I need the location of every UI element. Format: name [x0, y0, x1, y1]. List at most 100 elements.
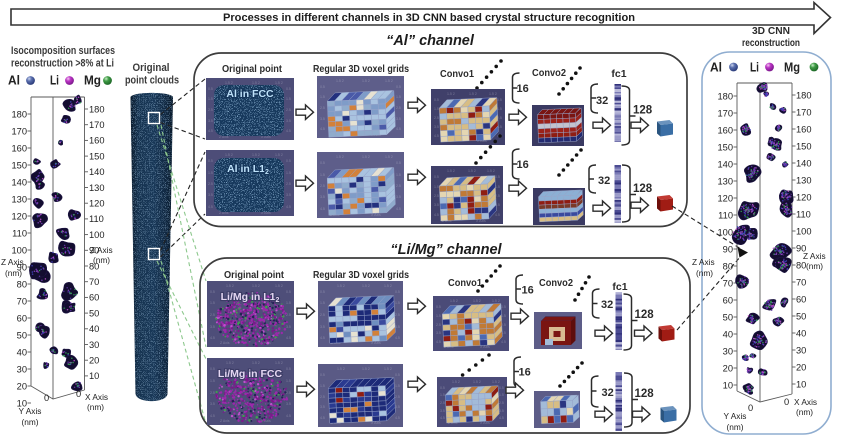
svg-text:2.5: 2.5 [286, 313, 291, 317]
svg-text:1.5 2: 1.5 2 [492, 299, 500, 303]
svg-text:3.5: 3.5 [208, 193, 213, 197]
svg-text:“Li/Mg” channel: “Li/Mg” channel [390, 242, 502, 258]
svg-text:1.5: 1.5 [208, 171, 213, 175]
svg-text:130: 130 [11, 194, 27, 204]
svg-text:3.5: 3.5 [396, 117, 401, 121]
svg-text:1.5 2: 1.5 2 [362, 367, 370, 371]
svg-text:0.5: 0.5 [320, 373, 325, 377]
svg-text:4.5: 4.5 [320, 127, 325, 131]
svg-text:128: 128 [633, 105, 653, 117]
svg-text:0.5: 0.5 [434, 175, 439, 179]
svg-text:3.5: 3.5 [497, 125, 502, 129]
svg-text:fc1: fc1 [612, 281, 627, 293]
svg-text:10: 10 [723, 380, 733, 390]
svg-text:3.5: 3.5 [499, 409, 504, 413]
svg-text:3.5: 3.5 [286, 402, 291, 406]
svg-text:130: 130 [89, 183, 105, 193]
svg-text:2.5: 2.5 [495, 194, 500, 198]
svg-text:180: 180 [89, 104, 105, 114]
svg-text:Convo1: Convo1 [448, 277, 482, 289]
svg-text:1.5 2: 1.5 2 [336, 155, 344, 159]
svg-text:4.5: 4.5 [501, 340, 506, 344]
svg-text:128: 128 [635, 309, 655, 321]
svg-text:0.5: 0.5 [396, 85, 401, 89]
svg-text:Mg: Mg [784, 61, 800, 75]
svg-text:3.5: 3.5 [286, 325, 291, 329]
svg-text:100: 100 [717, 227, 733, 237]
svg-text:60: 60 [723, 295, 733, 305]
svg-text:3.5: 3.5 [434, 203, 439, 207]
svg-text:140: 140 [717, 159, 733, 169]
svg-text:fc1: fc1 [611, 68, 626, 80]
svg-text:4.5: 4.5 [436, 340, 441, 344]
svg-text:4.5: 4.5 [434, 213, 439, 217]
svg-text:X Axis: X Axis [476, 219, 486, 223]
svg-text:40: 40 [17, 347, 27, 357]
svg-text:20: 20 [723, 363, 733, 373]
svg-text:1.5 2: 1.5 2 [385, 79, 393, 83]
svg-text:Mg: Mg [84, 74, 101, 88]
svg-text:reconstruction: reconstruction [742, 38, 800, 49]
svg-text:4.5: 4.5 [320, 416, 325, 420]
svg-text:Z Axis: Z Axis [220, 341, 230, 345]
svg-text:20: 20 [89, 356, 99, 366]
svg-text:2.5: 2.5 [208, 108, 213, 112]
svg-text:110: 110 [796, 209, 811, 219]
svg-text:140: 140 [89, 167, 105, 177]
svg-text:4.5: 4.5 [434, 134, 439, 138]
svg-text:“Al” channel: “Al” channel [386, 33, 475, 49]
svg-text:Y Axis: Y Axis [19, 406, 42, 416]
svg-text:X Axis: X Axis [261, 135, 271, 139]
svg-text:3D CNN: 3D CNN [752, 26, 790, 37]
svg-text:3.5: 3.5 [495, 203, 500, 207]
svg-text:1.5 2: 1.5 2 [473, 299, 481, 303]
svg-text:90: 90 [796, 243, 806, 253]
svg-text:150: 150 [89, 151, 105, 161]
svg-text:0.5: 0.5 [320, 85, 325, 89]
svg-text:50: 50 [89, 308, 99, 318]
svg-text:1.5 2: 1.5 2 [275, 284, 283, 288]
svg-text:X Axis: X Axis [261, 211, 271, 215]
svg-text:1.5 2: 1.5 2 [362, 155, 370, 159]
svg-text:0.5: 0.5 [320, 290, 325, 294]
svg-text:160: 160 [796, 124, 812, 134]
svg-text:2.5: 2.5 [320, 395, 325, 399]
svg-text:1.5 2: 1.5 2 [275, 81, 283, 85]
svg-text:2.5: 2.5 [396, 106, 401, 110]
svg-text:(nm): (nm) [87, 402, 104, 412]
svg-text:120: 120 [11, 211, 27, 221]
svg-text:110: 110 [718, 210, 733, 220]
svg-text:Original point: Original point [222, 63, 282, 75]
svg-text:X Axis: X Axis [85, 392, 108, 402]
svg-text:1.5: 1.5 [320, 301, 325, 305]
svg-text:Z Axis: Z Axis [1, 257, 24, 267]
svg-text:1.5: 1.5 [396, 173, 401, 177]
svg-text:1.5: 1.5 [320, 384, 325, 388]
svg-text:3.5: 3.5 [395, 405, 400, 409]
svg-text:Al: Al [710, 61, 722, 75]
svg-text:Isocomposition surfaces: Isocomposition surfaces [11, 45, 115, 57]
svg-text:1.5: 1.5 [436, 314, 441, 318]
svg-text:80: 80 [17, 279, 27, 289]
svg-text:4.5: 4.5 [320, 336, 325, 340]
svg-text:120: 120 [796, 192, 812, 202]
svg-text:1.5 2: 1.5 2 [385, 155, 393, 159]
svg-text:32: 32 [601, 299, 613, 311]
svg-text:90: 90 [89, 246, 99, 256]
svg-text:1.5: 1.5 [396, 95, 401, 99]
svg-text:Li/Mg in FCC: Li/Mg in FCC [218, 368, 283, 380]
svg-text:0.5: 0.5 [208, 159, 213, 163]
svg-text:0.5: 0.5 [208, 87, 213, 91]
svg-text:1.5: 1.5 [395, 384, 400, 388]
svg-text:160: 160 [11, 143, 27, 153]
svg-text:0.5: 0.5 [436, 305, 441, 309]
svg-text:Z Axis: Z Axis [220, 419, 230, 423]
svg-text:90: 90 [17, 262, 27, 272]
svg-text:80: 80 [796, 260, 806, 270]
svg-text:170: 170 [11, 126, 27, 136]
svg-text:Al in L12: Al in L12 [227, 163, 269, 176]
svg-text:1.5 2: 1.5 2 [225, 153, 233, 157]
svg-text:32: 32 [596, 95, 608, 107]
svg-text:4.5: 4.5 [396, 127, 401, 131]
svg-text:40: 40 [89, 324, 99, 334]
